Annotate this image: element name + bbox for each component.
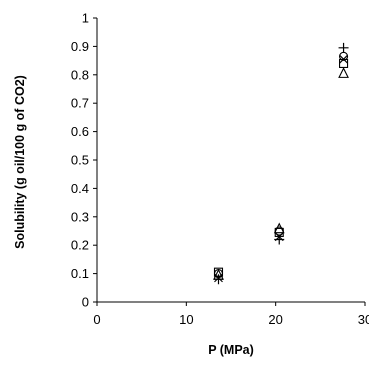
x-axis-title: P (MPa) (208, 343, 254, 357)
x-tick-label: 20 (268, 312, 282, 327)
y-tick-label: 0.3 (71, 209, 89, 224)
y-tick-label: 1 (82, 11, 89, 26)
y-tick-label: 0.6 (71, 124, 89, 139)
y-tick-label: 0.7 (71, 96, 89, 111)
x-tick-label: 0 (93, 312, 100, 327)
y-tick-label: 0.4 (71, 181, 89, 196)
y-tick-label: 0.5 (71, 153, 89, 168)
x-tick-label: 30 (358, 312, 369, 327)
y-tick-label: 0 (82, 295, 89, 310)
data-point-circle (274, 226, 284, 236)
data-point-triangle (338, 67, 349, 78)
data-point-plus (274, 234, 285, 245)
data-point-plus (213, 274, 224, 285)
y-tick-label: 0.2 (71, 238, 89, 253)
data-point-circle (213, 269, 224, 279)
x-tick-label: 10 (179, 312, 193, 327)
y-tick-label: 0.1 (71, 266, 89, 281)
y-axis-title: Solubility (g oil/100 g of CO2) (13, 75, 27, 249)
y-tick-label: 0.8 (71, 67, 89, 82)
data-point-plus (338, 42, 349, 53)
data-point-x (339, 54, 348, 64)
data-point-circle (339, 51, 349, 61)
data-point-triangle (273, 222, 285, 234)
y-tick-label: 0.9 (71, 39, 89, 54)
